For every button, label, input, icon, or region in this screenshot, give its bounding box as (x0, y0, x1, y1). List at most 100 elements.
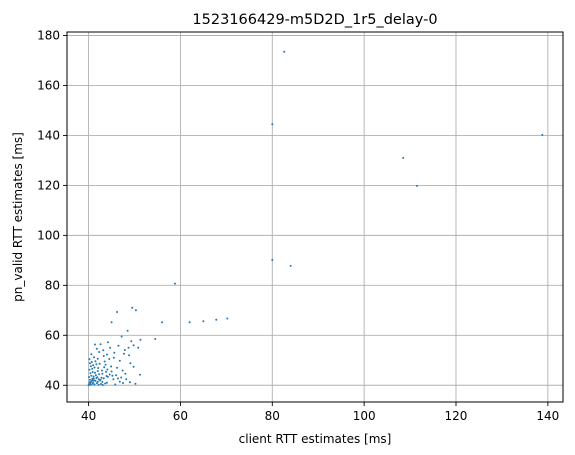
data-point (92, 377, 95, 380)
data-point (271, 258, 274, 261)
data-point (105, 375, 108, 378)
data-point (112, 356, 115, 359)
data-point (113, 351, 116, 354)
y-tick-label: 100 (37, 228, 60, 242)
data-point (97, 378, 100, 381)
data-point (102, 377, 105, 380)
data-point (289, 264, 292, 267)
data-point (90, 353, 93, 356)
data-point (90, 374, 93, 377)
data-point (89, 383, 92, 386)
data-point (95, 347, 98, 350)
y-tick-label: 60 (45, 328, 60, 342)
data-point (120, 335, 123, 338)
data-point (95, 382, 98, 385)
data-point (98, 362, 101, 365)
data-point (402, 156, 405, 159)
data-point (97, 383, 100, 386)
y-tick-label: 180 (37, 28, 60, 42)
data-point (124, 372, 127, 375)
data-point (110, 321, 113, 324)
data-point (123, 349, 126, 352)
data-point (93, 356, 96, 359)
data-point (87, 384, 90, 387)
data-point (96, 370, 99, 373)
data-point (102, 355, 105, 358)
data-point (99, 343, 102, 346)
data-point (96, 376, 99, 379)
x-axis-label: client RTT estimates [ms] (239, 432, 392, 446)
data-point (99, 379, 102, 382)
data-point (95, 363, 98, 366)
data-point (116, 311, 119, 314)
data-point (139, 373, 142, 376)
data-point (88, 358, 91, 361)
data-point (128, 381, 131, 384)
data-point (132, 344, 135, 347)
data-point (91, 379, 94, 382)
data-point (127, 346, 130, 349)
data-point (122, 352, 125, 355)
data-point (94, 374, 97, 377)
data-point (101, 372, 104, 375)
data-point (111, 374, 114, 377)
data-point (215, 318, 218, 321)
data-point (116, 366, 119, 369)
data-point (126, 329, 129, 332)
data-point (88, 368, 91, 371)
data-point (134, 309, 137, 312)
y-tick-label: 40 (45, 378, 60, 392)
axis-ticks: 40 60 80 100 120 140 40 60 80 100 120 140 160 180 (37, 28, 559, 423)
data-point (415, 184, 418, 187)
x-tick-label: 140 (536, 409, 559, 423)
data-point (89, 382, 92, 385)
data-point (271, 123, 274, 126)
data-point (108, 373, 111, 376)
y-tick-label: 120 (37, 178, 60, 192)
data-point (128, 354, 130, 357)
y-tick-label: 80 (45, 278, 60, 292)
data-point (96, 357, 99, 360)
grid-lines (67, 32, 563, 402)
data-point (161, 321, 164, 324)
data-point (100, 376, 103, 379)
data-point (88, 376, 91, 379)
data-point (94, 371, 97, 374)
y-tick-label: 160 (37, 78, 60, 92)
x-tick-label: 100 (353, 409, 376, 423)
data-point (101, 381, 104, 384)
data-point (139, 338, 142, 341)
data-point (120, 376, 123, 379)
data-point (92, 381, 95, 384)
data-point (96, 380, 99, 383)
data-point (93, 379, 96, 382)
data-point (103, 366, 106, 369)
data-point (226, 317, 229, 320)
data-point (105, 381, 108, 384)
data-point (134, 382, 137, 385)
data-point (91, 367, 94, 370)
data-point (121, 369, 124, 372)
data-point (106, 368, 109, 371)
y-axis-label: pn_valid RTT estimates [ms] (11, 132, 25, 302)
data-point (88, 362, 91, 365)
data-point (94, 343, 97, 346)
data-point (132, 365, 135, 368)
data-point (109, 346, 112, 349)
x-tick-label: 40 (81, 409, 96, 423)
data-point (116, 377, 119, 380)
data-point (188, 321, 191, 324)
data-point (106, 341, 109, 344)
data-point (110, 365, 113, 368)
data-point (118, 359, 121, 362)
x-tick-label: 120 (445, 409, 468, 423)
data-point (104, 382, 107, 385)
data-point (108, 358, 111, 361)
x-tick-label: 60 (173, 409, 188, 423)
data-point (88, 378, 91, 381)
data-point (105, 370, 108, 373)
data-point (130, 340, 133, 343)
data-point (173, 282, 176, 285)
data-point (104, 363, 107, 366)
